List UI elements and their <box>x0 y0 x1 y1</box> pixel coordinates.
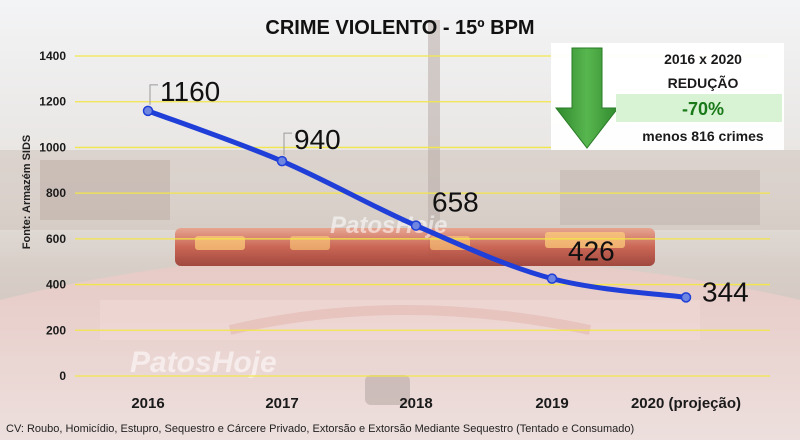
info-detail: menos 816 crimes <box>642 128 764 144</box>
data-label-leader <box>149 84 158 105</box>
y-tick-label: 0 <box>59 369 66 383</box>
data-point <box>276 155 288 167</box>
data-label: 940 <box>294 124 341 155</box>
info-box: 2016 x 2020 REDUÇÃO -70% menos 816 crime… <box>551 43 784 150</box>
x-tick-label: 2018 <box>399 395 432 412</box>
x-tick-label: 2019 <box>535 395 568 412</box>
data-label: 1160 <box>160 76 220 107</box>
y-axis-label: Fonte: Armazém SIDS <box>21 135 33 250</box>
info-percent: -70% <box>682 99 724 119</box>
x-tick-label: 2017 <box>265 395 298 412</box>
series-line-group: 1160 940 658 426 344 <box>142 76 749 307</box>
x-tick-label: 2020 (projeção) <box>631 395 741 412</box>
info-heading: 2016 x 2020 <box>664 51 742 67</box>
y-tick-label: 200 <box>46 323 66 337</box>
info-subheading: REDUÇÃO <box>668 74 739 91</box>
data-point <box>680 292 692 303</box>
data-label: 426 <box>568 236 615 267</box>
data-point <box>546 273 558 284</box>
x-tick-label: 2016 <box>131 395 164 412</box>
down-arrow-icon <box>554 47 620 149</box>
y-tick-label: 800 <box>46 186 66 200</box>
x-axis-ticks: 2016 2017 2018 2019 2020 (projeção) <box>131 395 741 412</box>
data-label-leader <box>283 132 292 156</box>
info-percent-background <box>616 94 782 122</box>
y-axis-ticks: 0 200 400 600 800 1000 1200 1400 <box>39 49 66 383</box>
data-label: 658 <box>432 187 479 218</box>
data-label: 344 <box>702 276 749 307</box>
watermark-lower: PatosHoje <box>130 346 277 379</box>
watermark-upper: PatosHoje <box>330 212 447 239</box>
data-point <box>142 105 154 117</box>
chart-title: CRIME VIOLENTO - 15º BPM <box>265 17 534 39</box>
y-tick-label: 400 <box>46 278 66 292</box>
y-tick-label: 600 <box>46 232 66 246</box>
y-tick-label: 1400 <box>39 49 66 63</box>
y-tick-label: 1200 <box>39 95 66 109</box>
footnote: CV: Roubo, Homicídio, Estupro, Sequestro… <box>6 423 634 435</box>
y-tick-label: 1000 <box>39 140 66 154</box>
data-point <box>410 220 422 231</box>
